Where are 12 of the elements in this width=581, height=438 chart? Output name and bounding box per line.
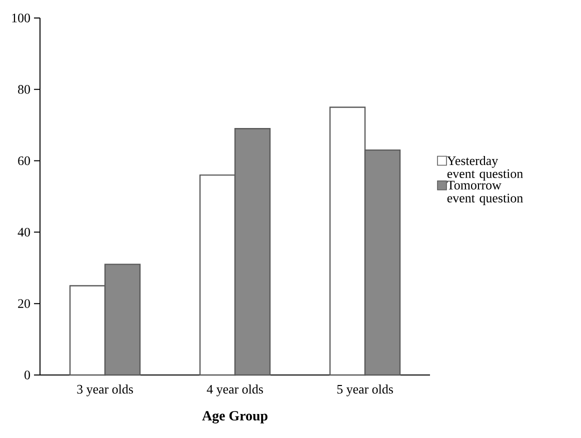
y-tick-label: 0 (24, 370, 30, 380)
y-tick-label: 20 (18, 299, 30, 308)
x-tick-label: 3 year olds (77, 384, 133, 396)
y-tick-label: 60 (18, 156, 30, 166)
y-tick-label: 40 (18, 228, 30, 237)
y-tick-label: 80 (18, 85, 30, 94)
x-tick-label: 4 year olds (206, 384, 263, 396)
legend-label: Yesterday event question (447, 156, 523, 181)
x-tick-label: 5 year olds (337, 384, 393, 396)
y-tick-label: 100 (12, 14, 30, 22)
x-axis-title: Age Group (202, 411, 268, 424)
legend-label: Tomorrow event question (447, 180, 523, 206)
